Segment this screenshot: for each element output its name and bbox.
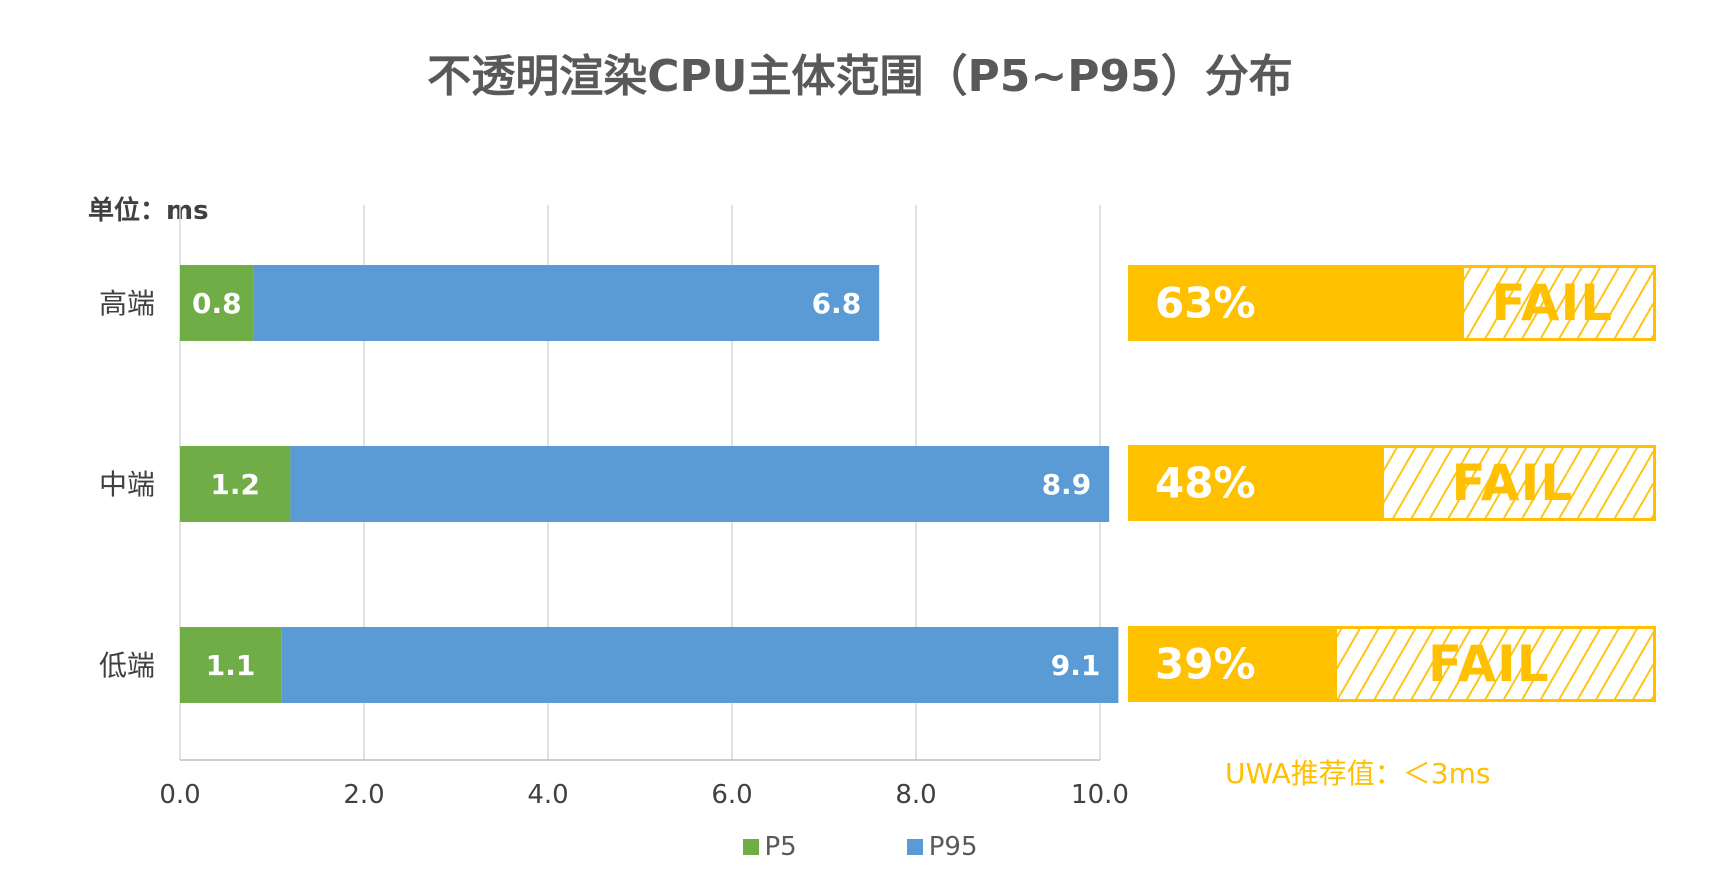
unit-label: 单位：ms (88, 196, 209, 226)
fail-bar-fill (1131, 629, 1337, 699)
legend: P5 P95 (0, 832, 1720, 862)
legend-swatch-p95 (906, 839, 923, 855)
legend-item-p95: P95 (906, 832, 978, 862)
x-tick-label: 10.0 (1071, 780, 1129, 810)
data-label: 0.8 (192, 287, 242, 320)
bar-p5 (180, 265, 254, 341)
fail-status-label: FAIL (1491, 274, 1614, 332)
data-label: 1.2 (210, 468, 260, 501)
fail-bar-fill (1131, 448, 1384, 518)
x-tick-label: 2.0 (343, 780, 384, 810)
legend-item-p5: P5 (742, 832, 797, 862)
category-label: 高端 (99, 287, 155, 320)
fail-bar: 39% FAIL (1128, 626, 1656, 702)
bar-p5 (180, 446, 291, 522)
legend-label-p5: P5 (764, 832, 797, 862)
x-tick-label: 8.0 (895, 780, 936, 810)
x-tick-label: 0.0 (159, 780, 200, 810)
fail-bar: 63% FAIL (1128, 265, 1656, 341)
category-label: 低端 (99, 649, 155, 682)
bar-p95 (281, 627, 1119, 703)
fail-bar-hatch (1337, 629, 1653, 699)
fail-bar-fill (1131, 268, 1464, 338)
bar-p5 (180, 627, 282, 703)
fail-bar-hatch (1384, 448, 1653, 518)
chart-title: 不透明渲染CPU主体范围（P5~P95）分布 (427, 51, 1293, 102)
fail-bar: 48% FAIL (1128, 445, 1656, 521)
fail-percent-label: 63% (1155, 278, 1256, 328)
data-label: 9.1 (1051, 649, 1101, 682)
x-tick-label: 4.0 (527, 780, 568, 810)
category-label: 中端 (99, 468, 155, 501)
bar-p95 (253, 265, 880, 341)
legend-swatch-p5 (742, 839, 759, 855)
recommendation-note: UWA推荐值：＜3ms (1225, 757, 1491, 790)
data-label: 8.9 (1042, 468, 1092, 501)
data-label: 1.1 (206, 649, 256, 682)
fail-status-label: FAIL (1428, 635, 1550, 693)
legend-label-p95: P95 (928, 832, 978, 862)
bar-p95 (290, 446, 1110, 522)
fail-percent-label: 48% (1155, 458, 1256, 508)
data-label: 6.8 (812, 287, 862, 320)
fail-bar-hatch (1464, 268, 1653, 338)
fail-percent-label: 39% (1155, 639, 1256, 689)
x-tick-label: 6.0 (711, 780, 752, 810)
fail-status-label: FAIL (1451, 454, 1574, 512)
